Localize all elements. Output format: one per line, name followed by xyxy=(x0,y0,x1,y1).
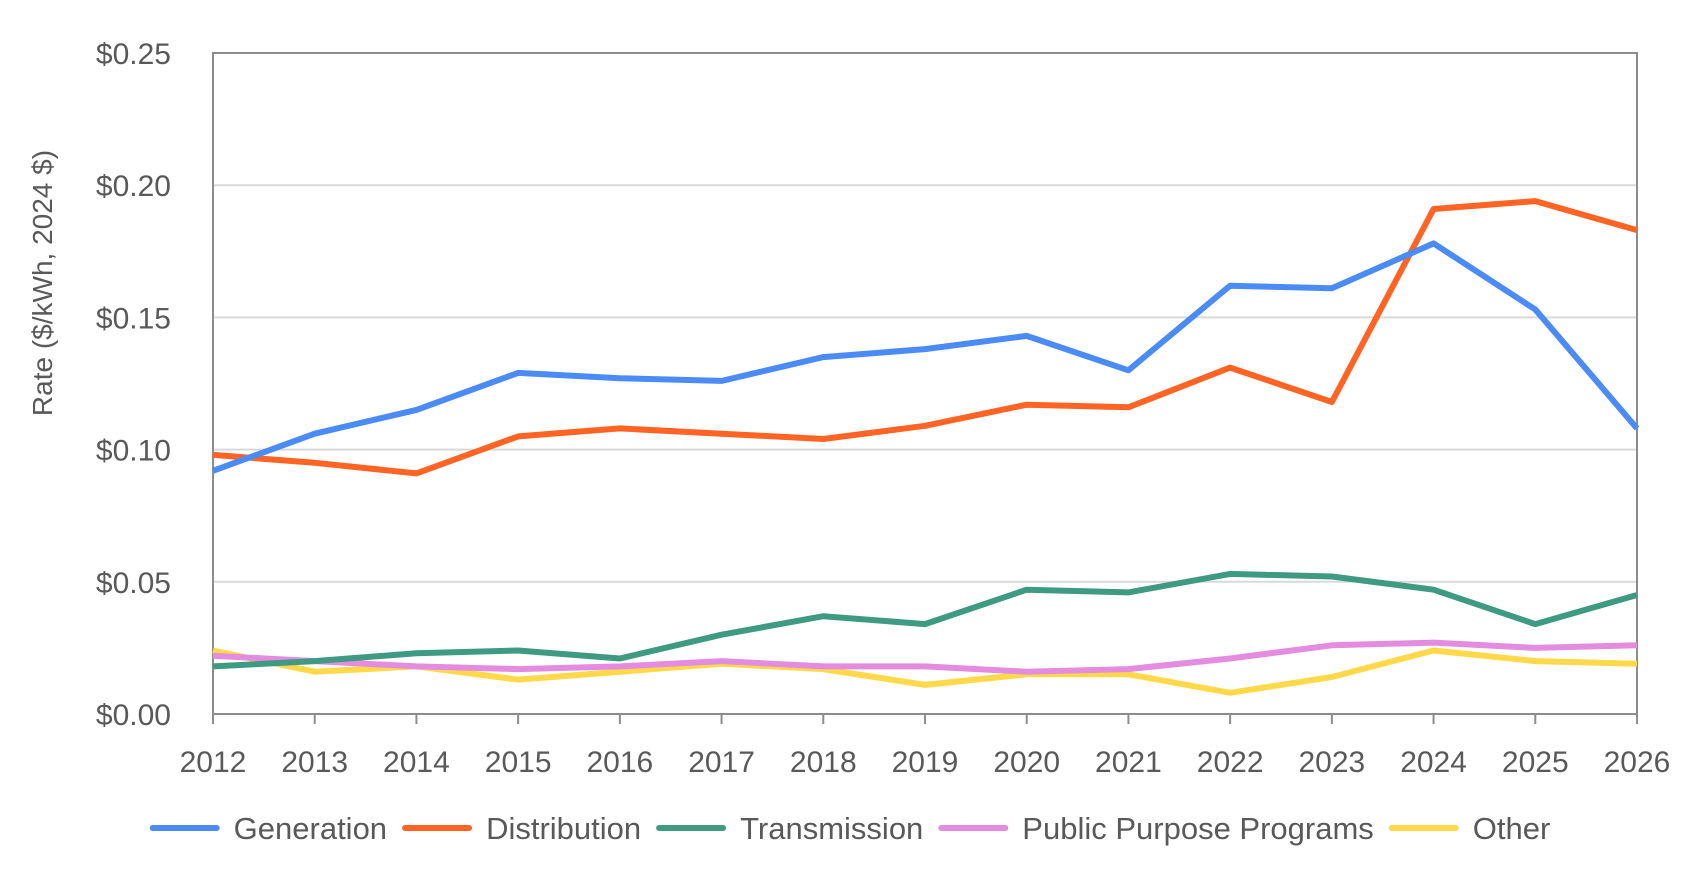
y-tick-label: $0.15 xyxy=(96,302,171,335)
x-tick-label: 2021 xyxy=(1095,746,1162,779)
x-tick-label: 2015 xyxy=(485,746,552,779)
y-tick-label: $0.20 xyxy=(96,170,171,203)
y-tick-label: $0.25 xyxy=(96,38,171,71)
legend-item: Transmission xyxy=(656,811,923,846)
x-tick-label: 2019 xyxy=(892,746,959,779)
legend-label: Distribution xyxy=(486,811,641,846)
series-line-generation xyxy=(211,240,1640,474)
gridlines xyxy=(213,184,1637,583)
series-line-other xyxy=(212,647,1638,696)
axes xyxy=(212,52,1638,724)
series-lines xyxy=(211,198,1640,696)
x-tick-label: 2012 xyxy=(180,746,247,779)
legend-label: Transmission xyxy=(740,811,923,846)
x-tick-label: 2023 xyxy=(1298,746,1365,779)
legend-item: Distribution xyxy=(402,811,641,846)
x-tick-label: 2013 xyxy=(281,746,348,779)
legend-item: Public Purpose Programs xyxy=(938,811,1374,846)
series-line-distribution xyxy=(212,198,1638,477)
plot-area-frame xyxy=(212,52,1638,715)
legend-item: Other xyxy=(1388,811,1551,846)
series-line-transmission xyxy=(212,570,1638,670)
legend: Generation Distribution Transmission Public… xyxy=(149,811,1551,846)
y-tick-label: $0.10 xyxy=(96,435,171,468)
x-tick-label: 2016 xyxy=(586,746,653,779)
x-tick-label: 2014 xyxy=(383,746,450,779)
y-tick-labels: $0.00 $0.05 $0.10 $0.15 $0.20 $0.25 xyxy=(96,38,171,732)
y-tick-label: $0.05 xyxy=(96,567,171,600)
series-line-public-purpose-programs xyxy=(212,639,1638,675)
legend-label: Other xyxy=(1473,811,1551,846)
x-tick-label: 2020 xyxy=(993,746,1060,779)
x-tick-label: 2026 xyxy=(1604,746,1671,779)
legend-item: Generation xyxy=(149,811,387,846)
legend-label: Generation xyxy=(234,811,387,846)
legend-label: Public Purpose Programs xyxy=(1022,811,1374,846)
y-tick-label: $0.00 xyxy=(96,699,171,732)
x-tick-label: 2017 xyxy=(688,746,755,779)
x-tick-label: 2022 xyxy=(1197,746,1264,779)
x-tick-label: 2024 xyxy=(1400,746,1467,779)
y-axis-title: Rate ($/kWh, 2024 $) xyxy=(27,150,58,416)
x-tick-labels: 2012 2013 2014 2015 2016 2017 2018 2019 2020 2021… xyxy=(180,746,1671,779)
x-tick-label: 2025 xyxy=(1502,746,1569,779)
x-tick-label: 2018 xyxy=(790,746,857,779)
